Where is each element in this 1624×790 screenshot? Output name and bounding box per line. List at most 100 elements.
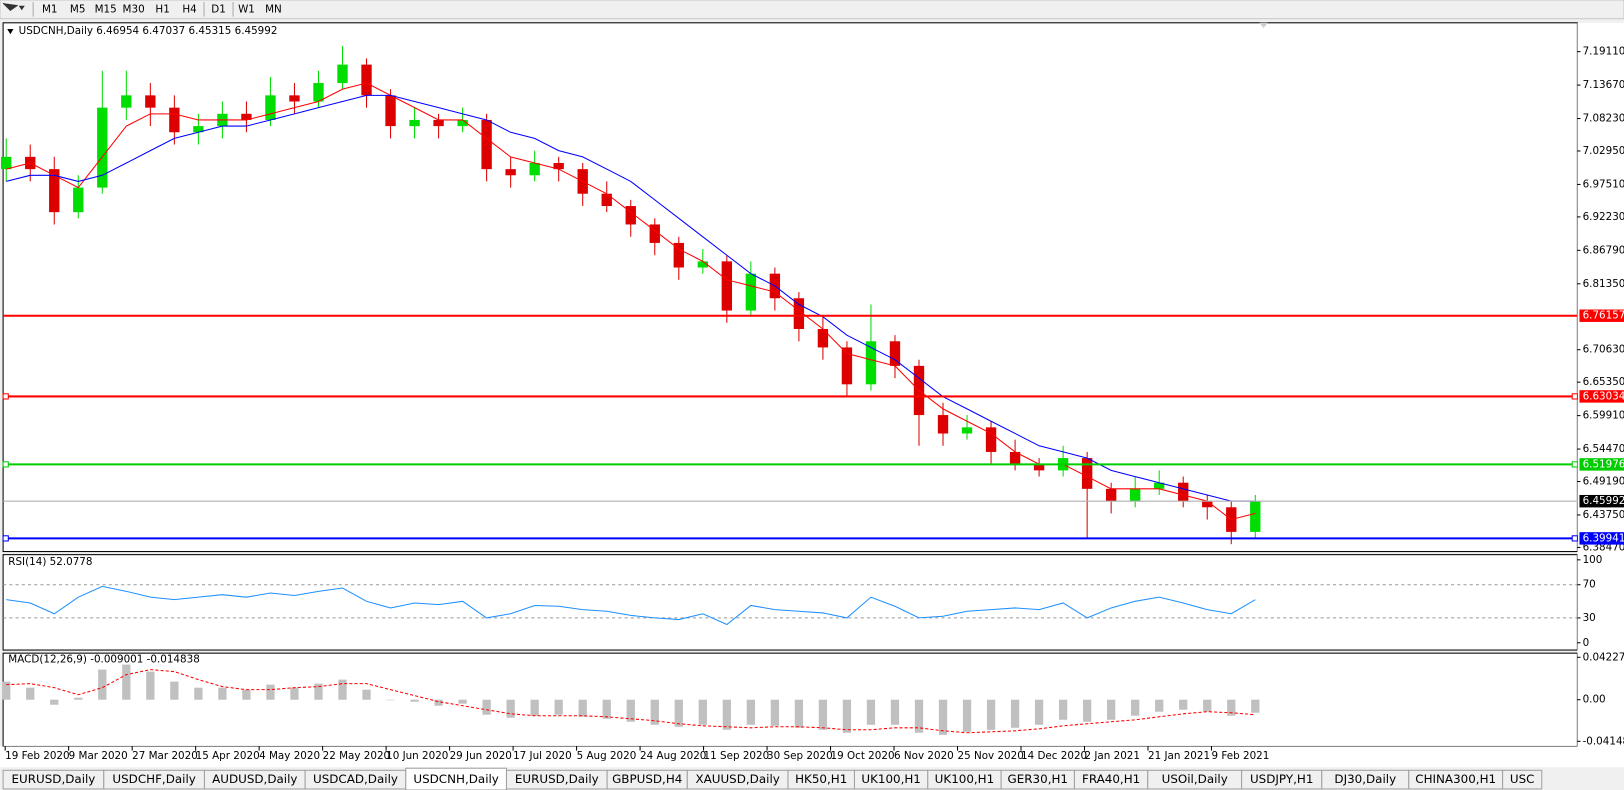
candle-body <box>1154 482 1165 489</box>
timeframe-button[interactable]: D1 <box>211 3 226 15</box>
candle-body <box>721 261 733 311</box>
tab-label: XAUUSD,Daily <box>695 772 779 786</box>
level-handle <box>2 393 9 400</box>
y-tick-label: 0.00 <box>1583 694 1606 706</box>
level-price-label: 6.76157 <box>1583 310 1624 322</box>
y-tick-label: 100 <box>1583 554 1603 566</box>
tab[interactable]: UK100,H1 <box>927 769 1002 790</box>
tab[interactable]: USDCAD,Daily <box>304 769 407 790</box>
macd-histogram-bar <box>746 699 755 725</box>
timeframe-button[interactable]: M1 <box>42 3 58 15</box>
x-tick-label: 10 Jun 2020 <box>386 750 448 762</box>
y-tick-label: 6.70630 <box>1583 344 1624 356</box>
candle-body <box>865 341 877 385</box>
tab[interactable]: EURUSD,Daily <box>505 769 608 790</box>
macd-histogram-bar <box>290 687 299 700</box>
candle-body <box>1202 501 1213 508</box>
tab[interactable]: USDCNH,Daily <box>405 767 507 790</box>
macd-histogram-bar <box>458 699 467 704</box>
tab-label: CHINA300,H1 <box>1415 772 1496 786</box>
timeframe-button[interactable]: MN <box>265 3 282 15</box>
y-tick-label: 6.92230 <box>1583 211 1624 223</box>
y-tick-label: 6.54470 <box>1583 443 1624 455</box>
tab[interactable]: FRA40,H1 <box>1073 769 1149 790</box>
tab[interactable]: CHINA300,H1 <box>1408 769 1504 790</box>
tab-label: HK50,H1 <box>795 772 847 786</box>
chart-tool-icon[interactable] <box>2 2 25 12</box>
candle-body <box>697 261 708 268</box>
candle-body <box>433 119 444 127</box>
macd-histogram-bar <box>1203 699 1212 712</box>
rsi-line <box>6 585 1256 626</box>
level-handle <box>2 535 9 542</box>
candle-body <box>793 298 805 329</box>
candle-body <box>889 341 901 366</box>
macd-histogram-bar <box>1227 699 1236 716</box>
candle-body <box>457 119 468 127</box>
level-handle <box>1571 461 1578 468</box>
tab-label: USDCHF,Daily <box>112 772 195 786</box>
candle-body <box>121 95 132 108</box>
tab-label: GBPUSD,H4 <box>612 772 682 786</box>
macd-histogram-bar <box>602 699 611 719</box>
tab[interactable]: USOil,Daily <box>1147 769 1243 790</box>
tab[interactable]: EURUSD,Daily <box>2 769 105 790</box>
macd-histogram-bar <box>218 687 227 700</box>
level-price-box <box>1579 532 1624 545</box>
level-price-box <box>1579 458 1624 471</box>
tab[interactable]: USDJPY,H1 <box>1241 769 1323 790</box>
macd-pane <box>2 652 1578 747</box>
timeframe-button[interactable]: H4 <box>182 3 197 15</box>
candle-body <box>145 95 156 108</box>
tab[interactable]: USDCHF,Daily <box>103 769 205 790</box>
candle-body <box>337 64 348 84</box>
macd-histogram-bar <box>554 699 563 715</box>
current-price-box <box>1579 494 1624 508</box>
x-tick-label: 17 Jul 2020 <box>513 750 572 762</box>
tab[interactable]: DJ30,Daily <box>1321 769 1410 790</box>
y-tick-label: 30 <box>1583 612 1596 624</box>
timeframe-button[interactable]: W1 <box>238 3 255 15</box>
tab[interactable]: XAUUSD,Daily <box>686 769 789 790</box>
chart-menu-arrow[interactable] <box>7 29 14 35</box>
level-price-label: 6.51976 <box>1583 458 1624 470</box>
macd-histogram-bar <box>194 687 203 700</box>
x-tick-label: 2 Jan 2021 <box>1084 750 1139 762</box>
macd-histogram-bar <box>266 684 275 700</box>
x-tick-label: 27 Mar 2020 <box>132 750 198 762</box>
tab[interactable]: AUDUSD,Daily <box>203 769 306 790</box>
candle-body <box>841 347 853 385</box>
timeframe-button[interactable]: M30 <box>123 3 145 15</box>
chart-title: USDCNH,Daily 6.46954 6.47037 6.45315 6.4… <box>19 25 278 37</box>
timeframe-button[interactable]: M5 <box>70 3 86 15</box>
macd-histogram-bar <box>650 699 659 725</box>
tab[interactable]: UK100,H1 <box>853 769 929 790</box>
main-pane <box>2 22 1578 553</box>
tab[interactable]: HK50,H1 <box>787 769 855 790</box>
candle-body <box>1250 501 1261 532</box>
macd-histogram-bar <box>866 699 876 725</box>
macd-title: MACD(12,26,9) -0.009001 -0.014838 <box>8 653 200 665</box>
tab-label: GER30,H1 <box>1008 772 1068 786</box>
time-axis <box>0 746 1624 768</box>
y-tick-label: 6.81350 <box>1583 278 1624 290</box>
macd-histogram-bar <box>842 699 852 733</box>
tab[interactable]: GER30,H1 <box>1000 769 1075 790</box>
candle-body <box>601 193 612 207</box>
x-tick-label: 21 Jan 2021 <box>1148 750 1210 762</box>
tab[interactable]: USC <box>1502 769 1543 790</box>
y-tick-label: 7.19110 <box>1583 46 1624 58</box>
macd-histogram-bar <box>314 683 323 700</box>
tab-label: USC <box>1510 772 1535 786</box>
candle-body <box>505 169 516 176</box>
timeframe-button[interactable]: H1 <box>155 3 169 15</box>
x-tick-label: 6 Nov 2020 <box>894 750 954 762</box>
macd-histogram-bar <box>1131 699 1140 716</box>
y-tick-label: -0.04148 <box>1583 735 1624 747</box>
rsi-title: RSI(14) 52.0778 <box>8 556 92 568</box>
macd-histogram-bar <box>2 681 11 700</box>
tab[interactable]: GBPUSD,H4 <box>606 769 688 790</box>
candle-body <box>1081 458 1093 489</box>
macd-histogram-bar <box>770 699 780 726</box>
timeframe-button[interactable]: M15 <box>95 3 117 15</box>
